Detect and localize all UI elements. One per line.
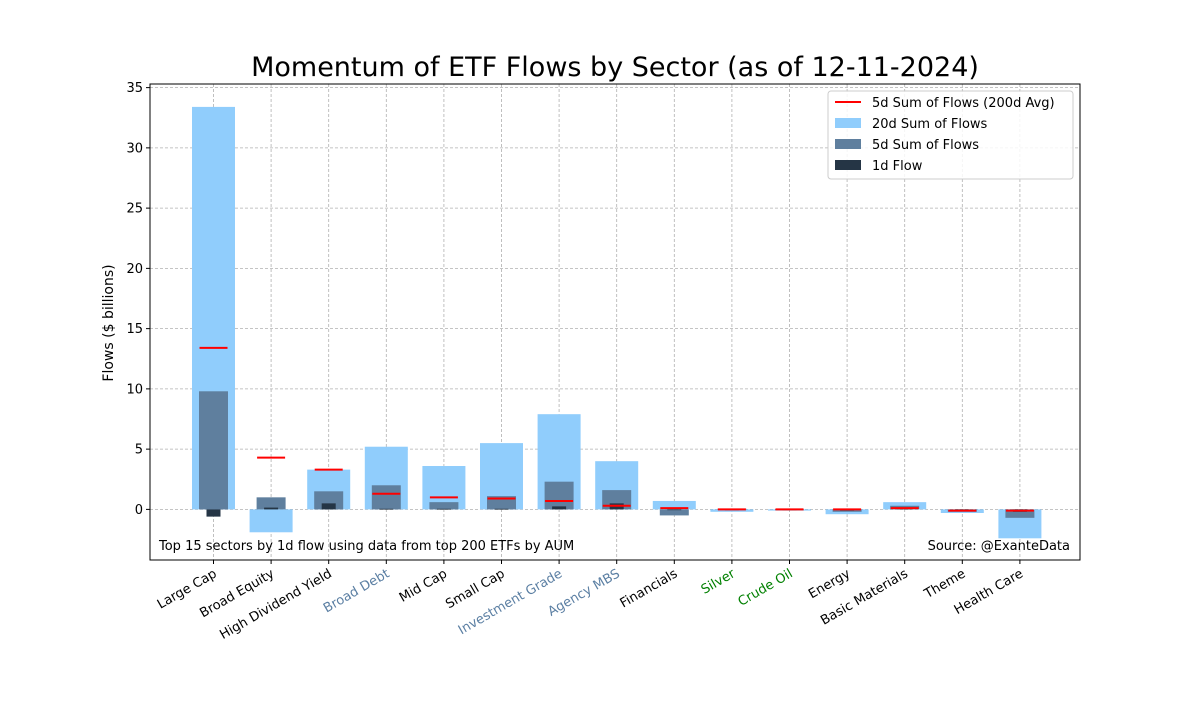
bar-5d-sum-of-flows-7 — [602, 490, 632, 510]
bar-1d-flow-2 — [321, 503, 336, 510]
bar-5d-sum-of-flows-0 — [199, 391, 228, 510]
x-tick-label: Broad Debt — [321, 566, 392, 616]
chart-title: Momentum of ETF Flows by Sector (as of 1… — [251, 52, 979, 83]
y-axis-label: Flows ($ billions) — [101, 264, 117, 381]
bar-1d-flow-6 — [552, 506, 567, 510]
legend-swatch — [835, 160, 861, 170]
y-tick-label: 20 — [126, 262, 143, 277]
legend-label: 5d Sum of Flows — [872, 138, 979, 153]
bar-5d-sum-of-flows-1 — [256, 497, 286, 510]
y-tick-label: 10 — [126, 382, 143, 397]
y-tick-label: 0 — [135, 503, 143, 518]
source-text: Source: @ExanteData — [928, 539, 1070, 554]
x-tick-label: Investment Grade — [456, 566, 565, 638]
y-tick-label: 5 — [135, 443, 143, 458]
x-tick-label: Mid Cap — [397, 566, 450, 605]
y-tick-label: 15 — [126, 322, 143, 337]
legend-label: 1d Flow — [872, 159, 923, 174]
plot-frame — [149, 83, 1081, 561]
x-tick-label: Silver — [699, 566, 739, 598]
x-tick-label: Crude Oil — [736, 566, 796, 609]
legend-box — [827, 90, 1074, 180]
bar-5d-sum-of-flows-3 — [371, 485, 401, 510]
bar-1d-flow-4 — [436, 508, 451, 510]
legend-label: 20d Sum of Flows — [872, 117, 988, 132]
x-tick-label: Financials — [618, 566, 681, 611]
bar-5d-sum-of-flows-2 — [314, 491, 344, 510]
bar-5d-sum-of-flows-14 — [1005, 509, 1035, 518]
bar-1d-flow-1 — [264, 507, 279, 510]
legend-swatch — [835, 118, 861, 128]
bar-5d-sum-of-flows-4 — [429, 502, 459, 510]
y-tick-label: 25 — [126, 202, 143, 217]
bars-layer — [192, 106, 1042, 539]
bar-1d-flow-0 — [206, 509, 221, 517]
bar-1d-flow-3 — [379, 508, 394, 510]
bar-1d-flow-5 — [494, 508, 509, 510]
legend-swatch — [835, 139, 861, 149]
footnote-text: Top 15 sectors by 1d flow using data fro… — [158, 539, 574, 554]
legend-label: 5d Sum of Flows (200d Avg) — [872, 96, 1055, 111]
bar-20d-sum-of-flows-1 — [249, 509, 293, 533]
legend: 5d Sum of Flows (200d Avg) 20d Sum of Flo… — [827, 90, 1074, 180]
bar-5d-sum-of-flows-8 — [659, 509, 689, 516]
bar-20d-sum-of-flows-8 — [652, 500, 696, 510]
bar-1d-flow-8 — [667, 509, 682, 511]
x-tick-label: Energy — [806, 566, 853, 602]
bar-20d-sum-of-flows-9 — [710, 509, 754, 512]
y-tick-label: 35 — [126, 81, 143, 96]
y-tick-label: 30 — [126, 141, 143, 156]
x-tick-label: Theme — [921, 566, 968, 602]
bar-5d-sum-of-flows-6 — [544, 481, 574, 510]
